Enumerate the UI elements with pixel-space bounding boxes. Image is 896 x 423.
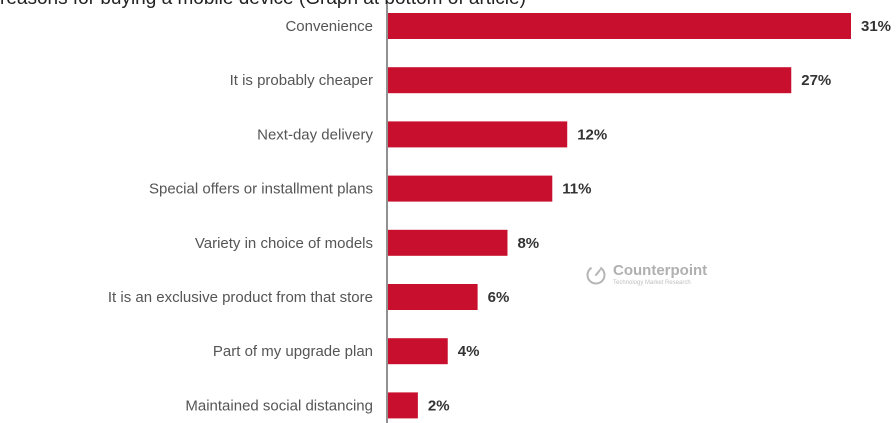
- bar: [388, 175, 553, 202]
- bar: [388, 392, 418, 419]
- bar: [388, 284, 478, 310]
- watermark: Counterpoint Technology Market Research: [585, 263, 707, 286]
- value-label: 8%: [517, 235, 539, 252]
- category-label: Part of my upgrade plan: [213, 343, 373, 360]
- bar: [388, 229, 508, 256]
- bars-group: Convenience 31% It is probably cheaper 27% N…: [108, 13, 891, 419]
- category-label: Special offers or installment plans: [149, 181, 373, 198]
- category-label: It is probably cheaper: [230, 72, 373, 89]
- category-label: Maintained social distancing: [185, 397, 373, 414]
- value-label: 2%: [428, 397, 450, 414]
- counterpoint-logo-icon: [586, 265, 606, 284]
- bar: [388, 338, 448, 365]
- category-label: Convenience: [285, 18, 373, 35]
- watermark-brand: Counterpoint: [613, 262, 708, 279]
- watermark-tagline: Technology Market Research: [613, 280, 691, 286]
- value-label: 11%: [562, 181, 591, 198]
- value-label: 4%: [458, 343, 480, 360]
- category-label: Variety in choice of models: [195, 235, 373, 252]
- value-label: 12%: [577, 126, 607, 143]
- value-label: 31%: [861, 18, 891, 35]
- category-label: Next-day delivery: [257, 126, 373, 143]
- bar: [388, 121, 568, 148]
- value-label: 6%: [488, 289, 510, 306]
- bar: [388, 13, 851, 39]
- bar: [388, 67, 792, 94]
- chart-title: reasons for buying a mobile device (Grap…: [0, 0, 896, 10]
- value-label: 27%: [801, 72, 831, 89]
- category-label: It is an exclusive product from that sto…: [108, 289, 373, 306]
